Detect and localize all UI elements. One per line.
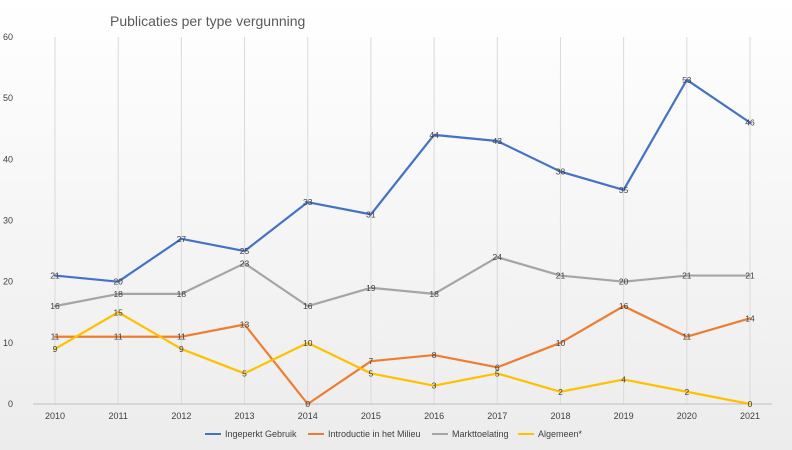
data-label: 11 [682,332,691,342]
x-tick-label: 2019 [614,411,634,421]
data-label: 20 [113,277,123,287]
series-line [53,256,752,308]
data-label: 19 [366,283,376,293]
data-label: 9 [53,344,58,354]
data-label: 25 [240,246,250,256]
y-tick-label: 0 [8,399,13,409]
data-label: 18 [429,289,439,299]
data-label: 11 [177,332,186,342]
series-line [53,305,752,406]
x-tick-label: 2012 [171,411,191,421]
x-tick-label: 2021 [740,411,760,421]
data-label: 15 [113,307,123,317]
x-tick-label: 2016 [424,411,444,421]
data-label: 53 [682,75,692,85]
x-tick-label: 2010 [45,411,65,421]
legend: Ingeperkt Gebruik Introductie in het Mili… [205,429,583,439]
data-label: 5 [369,368,374,378]
data-label: 21 [745,271,755,281]
data-label: 43 [493,136,503,146]
x-tick-label: 2015 [361,411,381,421]
data-label: 5 [495,368,500,378]
x-tick-label: 2011 [109,411,128,421]
data-label: 21 [682,271,692,281]
y-tick-label: 60 [3,32,13,42]
x-tick-label: 2017 [487,411,507,421]
data-label: 35 [619,185,629,195]
data-label: 44 [429,130,439,140]
data-label: 0 [748,399,753,409]
data-label: 4 [621,375,626,385]
data-label: 13 [240,319,250,329]
data-label: 2 [684,387,689,397]
x-tick-label: 2018 [550,411,570,421]
x-tick-label: 2014 [298,411,318,421]
legend-item-label: Introductie in het Milieu [328,429,421,439]
y-tick-label: 40 [3,154,13,164]
data-label: 33 [303,197,313,207]
data-label: 16 [50,301,60,311]
legend-item-label: Algemeen* [538,429,583,439]
data-label: 21 [50,271,60,281]
series-lines [53,78,752,406]
data-label: 16 [619,301,629,311]
data-label: 16 [303,301,313,311]
data-label: 2 [558,387,563,397]
data-label: 11 [114,332,123,342]
data-label: 14 [745,313,755,323]
y-tick-label: 20 [3,277,13,287]
series-line [53,311,752,406]
data-label: 10 [303,338,313,348]
data-label: 5 [242,368,247,378]
y-tick-label: 30 [3,216,13,226]
data-label: 46 [745,118,755,128]
data-label: 20 [619,277,629,287]
data-label: 7 [369,356,374,366]
y-tick-label: 10 [3,338,13,348]
x-tick-label: 2020 [677,411,697,421]
data-label: 3 [432,381,437,391]
data-label: 10 [556,338,566,348]
data-label: 21 [556,271,566,281]
chart-title: Publicaties per type vergunning [110,13,305,29]
legend-item-label: Ingeperkt Gebruik [225,429,297,439]
data-label: 18 [177,289,187,299]
data-label: 31 [366,209,376,219]
data-label: 18 [113,289,123,299]
data-label: 6 [495,362,500,372]
y-tick-label: 50 [3,93,13,103]
data-label: 9 [179,344,184,354]
series-line [53,78,752,283]
data-label: 27 [177,234,187,244]
data-label: 38 [556,167,566,177]
data-label: 11 [51,332,60,342]
data-label: 24 [493,252,503,262]
data-label: 0 [305,399,310,409]
gridlines [54,37,751,404]
x-tick-label: 2013 [235,411,255,421]
data-label: 23 [240,258,250,268]
data-label: 8 [432,350,437,360]
legend-item-label: Markttoelating [452,429,509,439]
